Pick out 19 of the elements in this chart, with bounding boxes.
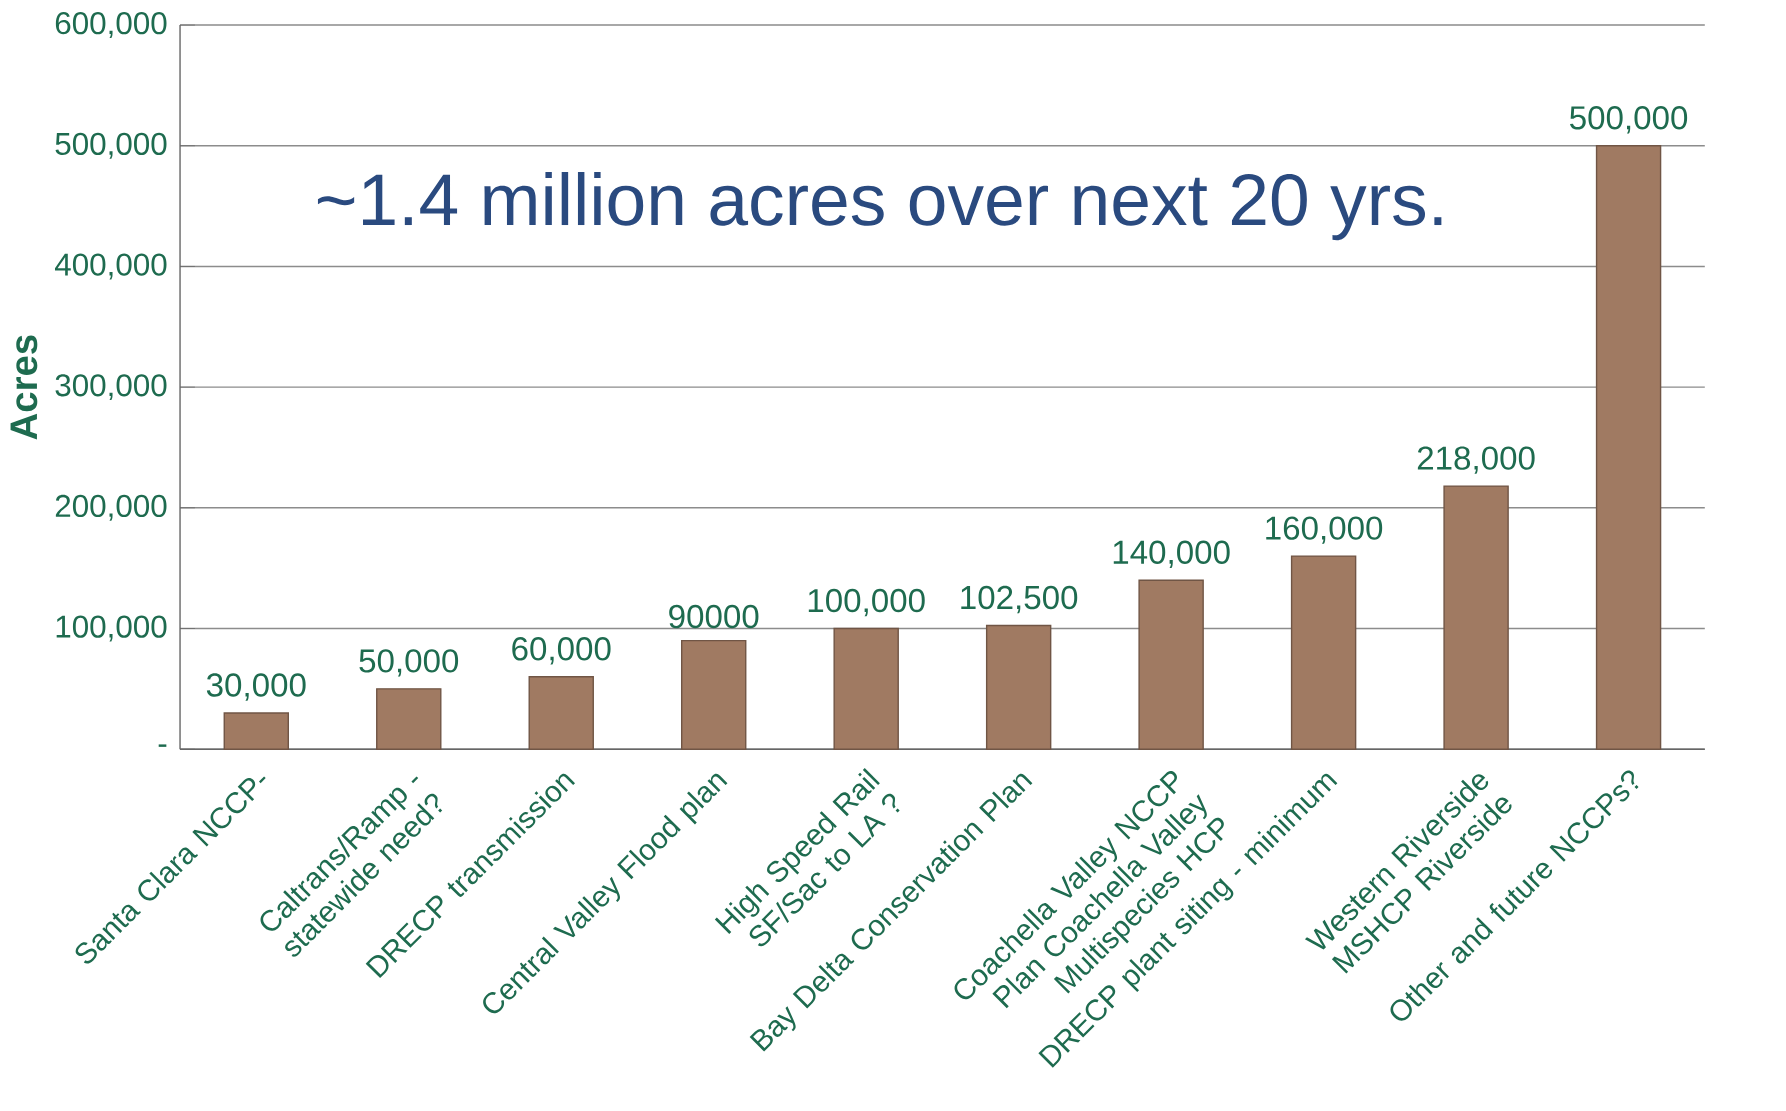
data-label: 60,000 <box>512 636 611 665</box>
data-label: 218,000 <box>1417 446 1535 474</box>
y-axis-title: Acres <box>10 335 38 440</box>
data-label: 90000 <box>669 604 759 629</box>
y-tick-label: 200,000 <box>55 494 167 521</box>
annotation: ~1.4 million acres over next 20 yrs. <box>317 171 1442 241</box>
y-tick-label: 400,000 <box>54 253 167 280</box>
y-tick-label: 300,000 <box>55 374 167 400</box>
y-tick-label: 600,000 <box>55 11 167 38</box>
data-label: 160,000 <box>1266 516 1383 544</box>
data-label: 30,000 <box>206 673 306 701</box>
data-label: 102,500 <box>961 585 1078 614</box>
data-label: 140,000 <box>1113 540 1230 568</box>
y-tick-label: 100,000 <box>56 615 167 642</box>
data-label: 500,000 <box>1570 105 1688 134</box>
y-tick-label: 500,000 <box>55 132 167 159</box>
data-label: 100,000 <box>808 588 925 617</box>
data-label: 50,000 <box>359 649 459 677</box>
y-tick-label: - <box>158 744 167 747</box>
